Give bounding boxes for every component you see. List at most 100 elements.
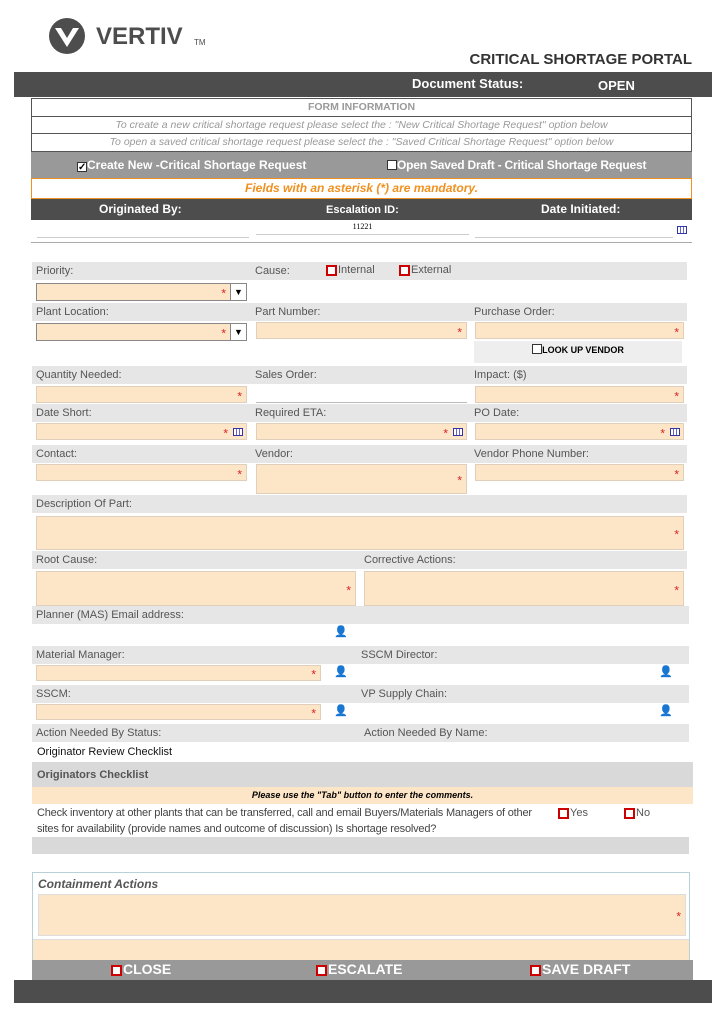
open-saved-checkbox[interactable] — [387, 160, 397, 170]
description-input[interactable]: * — [36, 516, 684, 550]
corrective-actions-input[interactable]: * — [364, 571, 684, 606]
containment-strip — [33, 939, 689, 961]
action-status-value: Originator Review Checklist — [37, 746, 173, 758]
vendor-phone-label: Vendor Phone Number: — [474, 448, 589, 460]
calendar-icon[interactable] — [670, 428, 680, 436]
priority-select[interactable]: * ▼ — [36, 283, 247, 301]
date-short-label: Date Short: — [36, 407, 92, 419]
no-label: No — [636, 807, 651, 819]
internal-label: Internal — [338, 264, 375, 276]
person-picker-icon[interactable]: 👤 — [659, 666, 673, 678]
person-picker-icon[interactable]: 👤 — [334, 626, 348, 638]
checklist-note: Please use the "Tab" button to enter the… — [32, 787, 693, 804]
cause-internal-option[interactable]: Internal — [326, 264, 375, 276]
internal-checkbox[interactable] — [326, 264, 337, 276]
close-checkbox[interactable] — [111, 964, 122, 976]
close-label: CLOSE — [123, 961, 172, 977]
vp-supply-chain-input[interactable] — [361, 704, 651, 720]
sscm-input[interactable]: * — [36, 704, 321, 720]
create-new-option[interactable]: ✓Create New -Critical Shortage Request — [77, 158, 307, 173]
checklist-question: Check inventory at other plants that can… — [37, 807, 532, 835]
vendor-phone-input[interactable]: * — [475, 464, 684, 481]
close-button[interactable]: CLOSE — [111, 961, 171, 977]
escalate-checkbox[interactable] — [316, 964, 327, 976]
escalate-button[interactable]: ESCALATE — [316, 961, 402, 977]
plant-location-label: Plant Location: — [36, 306, 109, 318]
save-draft-checkbox[interactable] — [530, 964, 541, 976]
create-new-label: Create New -Critical Shortage Request — [87, 158, 307, 172]
status-label: Document Status: — [412, 76, 524, 91]
escalate-label: ESCALATE — [328, 961, 403, 977]
cause-external-option[interactable]: External — [399, 264, 451, 276]
vertiv-logo-icon — [49, 18, 85, 54]
calendar-icon[interactable] — [453, 428, 463, 436]
save-draft-button[interactable]: SAVE DRAFT — [530, 961, 630, 977]
material-manager-input[interactable]: * — [36, 665, 321, 681]
vendor-label: Vendor: — [255, 448, 293, 460]
containment-section: Containment Actions * — [32, 872, 690, 962]
person-picker-icon[interactable]: 👤 — [334, 666, 348, 678]
sscm-director-input[interactable] — [361, 665, 651, 681]
purchase-order-input[interactable]: * — [475, 322, 684, 339]
date-initiated-input[interactable] — [475, 222, 673, 238]
contact-input[interactable]: * — [36, 464, 247, 481]
plant-row: Plant Location: Part Number: Purchase Or… — [32, 303, 687, 321]
sscm-label: SSCM: — [36, 688, 71, 700]
required-eta-label: Required ETA: — [255, 407, 327, 419]
contact-label: Contact: — [36, 448, 77, 460]
action-status-label: Action Needed By Status: — [36, 727, 162, 739]
required-eta-input[interactable]: * — [256, 423, 467, 440]
quantity-input[interactable]: * — [36, 386, 247, 403]
options-bar: ✓Create New -Critical Shortage Request O… — [31, 152, 692, 178]
lookup-vendor-button[interactable]: LOOK UP VENDOR — [474, 341, 682, 363]
root-cause-row: Root Cause: Corrective Actions: — [32, 551, 687, 569]
planner-email-input[interactable] — [36, 625, 326, 641]
vendor-input[interactable]: * — [256, 464, 467, 494]
part-number-input[interactable]: * — [256, 322, 467, 339]
priority-label: Priority: — [36, 265, 74, 277]
form-information: FORM INFORMATION To create a new critica… — [31, 98, 692, 152]
part-number-label: Part Number: — [255, 306, 321, 318]
sscm-row: SSCM: VP Supply Chain: — [32, 685, 689, 703]
priority-row: Priority: Cause: — [32, 262, 687, 280]
no-option[interactable]: No — [624, 807, 650, 819]
impact-input[interactable]: * — [475, 386, 684, 403]
sales-order-input[interactable] — [256, 386, 467, 403]
external-checkbox[interactable] — [399, 264, 410, 276]
logo-tm: TM — [194, 38, 206, 47]
no-checkbox[interactable] — [624, 807, 635, 819]
originated-by-input[interactable] — [37, 222, 249, 238]
yes-checkbox[interactable] — [558, 807, 569, 819]
page-title: CRITICAL SHORTAGE PORTAL — [469, 51, 693, 68]
po-date-label: PO Date: — [474, 407, 520, 419]
info-header: Originated By: Escalation ID: Date Initi… — [31, 199, 692, 220]
open-saved-label: Open Saved Draft - Critical Shortage Req… — [397, 158, 647, 172]
containment-input[interactable]: * — [38, 894, 686, 936]
yes-option[interactable]: Yes — [558, 807, 588, 819]
open-saved-option[interactable]: Open Saved Draft - Critical Shortage Req… — [387, 158, 646, 172]
quantity-row: Quantity Needed: Sales Order: Impact: ($… — [32, 366, 687, 384]
date-short-input[interactable]: * — [36, 423, 247, 440]
calendar-icon[interactable] — [233, 428, 243, 436]
person-picker-icon[interactable]: 👤 — [334, 705, 348, 717]
form-info-line2: To open a saved critical shortage reques… — [109, 136, 614, 148]
form-info-title: FORM INFORMATION — [32, 99, 691, 117]
lookup-vendor-checkbox[interactable] — [532, 344, 543, 354]
sales-order-label: Sales Order: — [255, 369, 317, 381]
root-cause-input[interactable]: * — [36, 571, 356, 606]
plant-location-select[interactable]: * ▼ — [36, 323, 247, 341]
form-info-line1: To create a new critical shortage reques… — [32, 117, 691, 134]
root-cause-label: Root Cause: — [36, 554, 98, 566]
vp-supply-chain-label: VP Supply Chain: — [361, 688, 448, 700]
lookup-vendor-label: LOOK UP VENDOR — [542, 345, 624, 355]
planner-row: Planner (MAS) Email address: — [32, 606, 689, 624]
escalation-id-input[interactable]: 11221 — [256, 222, 469, 235]
chevron-down-icon[interactable]: ▼ — [230, 284, 246, 300]
create-new-checkbox[interactable]: ✓ — [77, 162, 87, 173]
person-picker-icon[interactable]: 👤 — [659, 705, 673, 717]
po-date-input[interactable]: * — [475, 423, 684, 440]
chevron-down-icon[interactable]: ▼ — [230, 324, 246, 340]
contact-row: Contact: Vendor: Vendor Phone Number: — [32, 445, 687, 463]
calendar-icon[interactable] — [677, 226, 687, 234]
quantity-label: Quantity Needed: — [36, 369, 122, 381]
